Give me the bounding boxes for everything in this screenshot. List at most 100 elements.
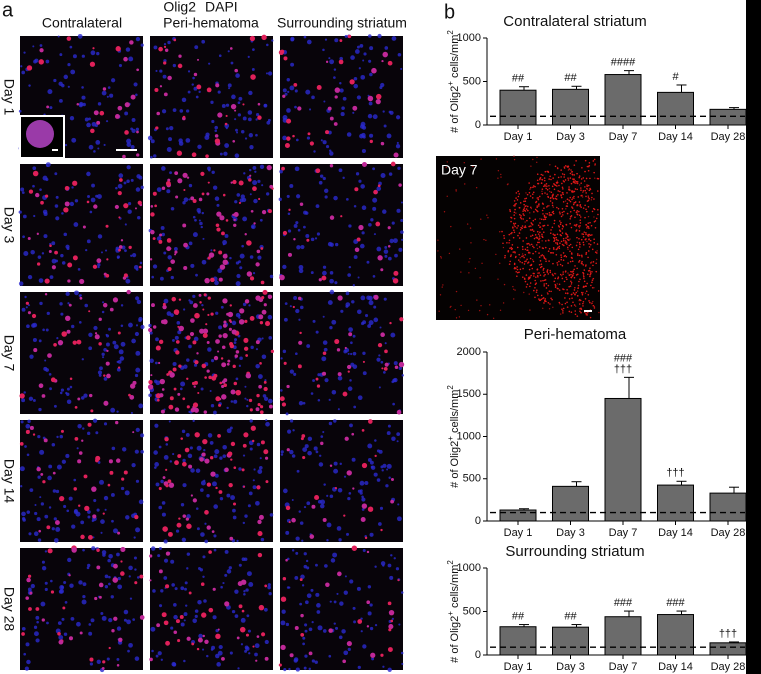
- y-tick-label: 0: [475, 649, 481, 661]
- olig2-cell: [187, 637, 191, 641]
- olig2-cell: [388, 628, 391, 631]
- olig2-cell: [167, 76, 172, 81]
- olig2-cell: [583, 276, 585, 278]
- olig2-cell: [557, 283, 558, 284]
- nucleus: [265, 419, 267, 421]
- nucleus: [182, 459, 185, 462]
- olig2-cell: [314, 495, 319, 500]
- olig2-cell: [586, 241, 587, 242]
- nucleus: [148, 393, 152, 397]
- nucleus: [136, 428, 140, 432]
- olig2-cell: [559, 191, 561, 193]
- nucleus: [376, 247, 381, 252]
- x-tick-label: Day 14: [658, 527, 693, 539]
- nucleus: [183, 660, 186, 663]
- nucleus: [333, 76, 336, 79]
- nucleus: [333, 469, 338, 474]
- olig2-cell: [583, 207, 585, 209]
- olig2-cell: [576, 210, 578, 212]
- olig2-cell: [20, 442, 24, 446]
- nucleus: [32, 185, 35, 188]
- olig2-cell: [293, 306, 295, 308]
- olig2-cell: [534, 296, 536, 298]
- olig2-cell: [174, 39, 177, 42]
- olig2-cell: [218, 334, 221, 337]
- olig2-cell: [539, 264, 541, 266]
- olig2-cell: [512, 244, 514, 246]
- olig2-cell: [580, 216, 582, 218]
- nucleus: [290, 419, 293, 422]
- nucleus: [26, 642, 30, 646]
- nucleus: [80, 520, 84, 524]
- olig2-cell: [560, 274, 562, 276]
- nucleus: [397, 167, 400, 170]
- nucleus: [198, 91, 200, 93]
- olig2-cell: [560, 223, 562, 225]
- error-bar: [677, 85, 687, 92]
- olig2-cell: [224, 335, 226, 337]
- nucleus: [228, 83, 232, 87]
- olig2-cell: [517, 199, 519, 201]
- olig2-cell: [544, 298, 546, 300]
- nucleus: [192, 295, 195, 298]
- olig2-cell: [561, 275, 562, 276]
- olig2-cell: [538, 272, 540, 274]
- nucleus: [233, 516, 237, 520]
- olig2-cell: [203, 635, 205, 637]
- olig2-cell: [552, 202, 554, 204]
- nucleus: [323, 483, 325, 485]
- olig2-cell: [546, 206, 548, 208]
- nucleus: [351, 300, 354, 303]
- olig2-cell: [520, 202, 522, 204]
- nucleus: [357, 95, 361, 99]
- olig2-cell: [546, 185, 548, 187]
- column-header: Peri-hematoma: [163, 15, 259, 31]
- olig2-cell: [545, 301, 547, 303]
- nucleus: [362, 149, 366, 153]
- olig2-cell: [555, 286, 557, 288]
- olig2-cell: [207, 525, 211, 529]
- nucleus: [317, 373, 320, 376]
- olig2-cell: [330, 117, 334, 121]
- olig2-cell: [210, 312, 213, 315]
- nucleus: [242, 217, 247, 222]
- nucleus: [159, 446, 162, 449]
- olig2-cell: [594, 165, 595, 166]
- significance-mark: #: [672, 71, 679, 83]
- nucleus: [26, 660, 30, 664]
- micrograph-bg: [280, 164, 403, 286]
- olig2-cell: [557, 288, 559, 290]
- olig2-cell: [564, 167, 566, 169]
- olig2-cell: [319, 278, 322, 281]
- bar: [605, 398, 641, 521]
- nucleus: [202, 649, 204, 651]
- nucleus: [318, 399, 321, 402]
- bar: [605, 617, 641, 655]
- olig2-cell: [271, 187, 273, 189]
- olig2-cell: [530, 165, 531, 166]
- nucleus: [130, 255, 132, 257]
- nucleus: [77, 447, 79, 449]
- nucleus: [104, 422, 107, 425]
- olig2-cell: [529, 212, 530, 213]
- nucleus: [184, 588, 187, 591]
- olig2-cell: [588, 239, 590, 241]
- nucleus: [311, 271, 314, 274]
- olig2-cell: [65, 201, 70, 206]
- olig2-cell: [182, 224, 186, 228]
- nucleus: [284, 318, 288, 322]
- nucleus: [287, 195, 290, 198]
- nucleus: [368, 611, 372, 615]
- olig2-cell: [562, 232, 564, 234]
- nucleus: [211, 648, 214, 651]
- nucleus: [353, 406, 356, 409]
- olig2-cell: [555, 166, 557, 168]
- olig2-cell: [265, 657, 269, 661]
- olig2-cell: [542, 225, 544, 227]
- nucleus: [369, 73, 373, 77]
- nucleus: [354, 205, 357, 208]
- nucleus: [184, 612, 188, 616]
- nucleus: [353, 364, 358, 369]
- nucleus: [136, 324, 138, 326]
- olig2-cell: [562, 312, 564, 314]
